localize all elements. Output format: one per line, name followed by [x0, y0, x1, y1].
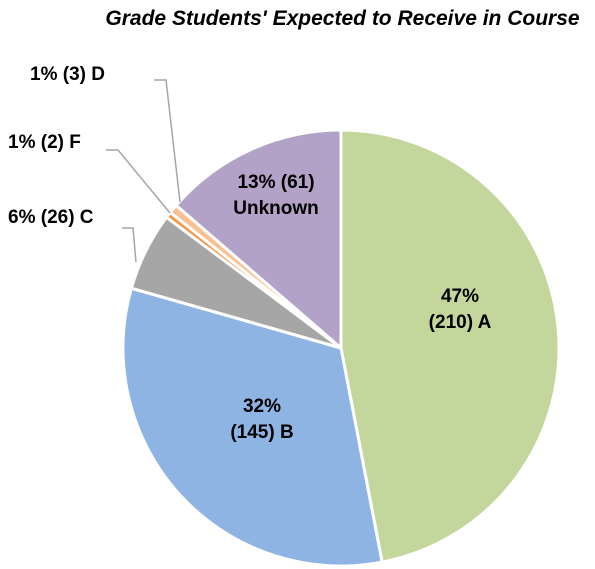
leader-line: [154, 79, 181, 203]
data-label: 1% (2) F: [8, 132, 81, 153]
data-label: 47%: [441, 286, 479, 307]
data-label: 32%: [243, 396, 281, 417]
data-label: (145) B: [230, 422, 293, 443]
pie-slice: [121, 286, 384, 568]
data-label: (210) A: [429, 312, 492, 333]
leader-line: [122, 227, 137, 263]
data-label: 13% (61): [237, 172, 314, 193]
data-label: 1% (3) D: [30, 64, 105, 85]
leader-line: [106, 149, 171, 214]
chart-title: Grade Students' Expected to Receive in C…: [105, 7, 580, 30]
pie-slice: [174, 128, 343, 352]
pie-slice: [339, 128, 561, 564]
data-label: Unknown: [233, 198, 319, 219]
data-label: 6% (26) C: [8, 207, 94, 228]
